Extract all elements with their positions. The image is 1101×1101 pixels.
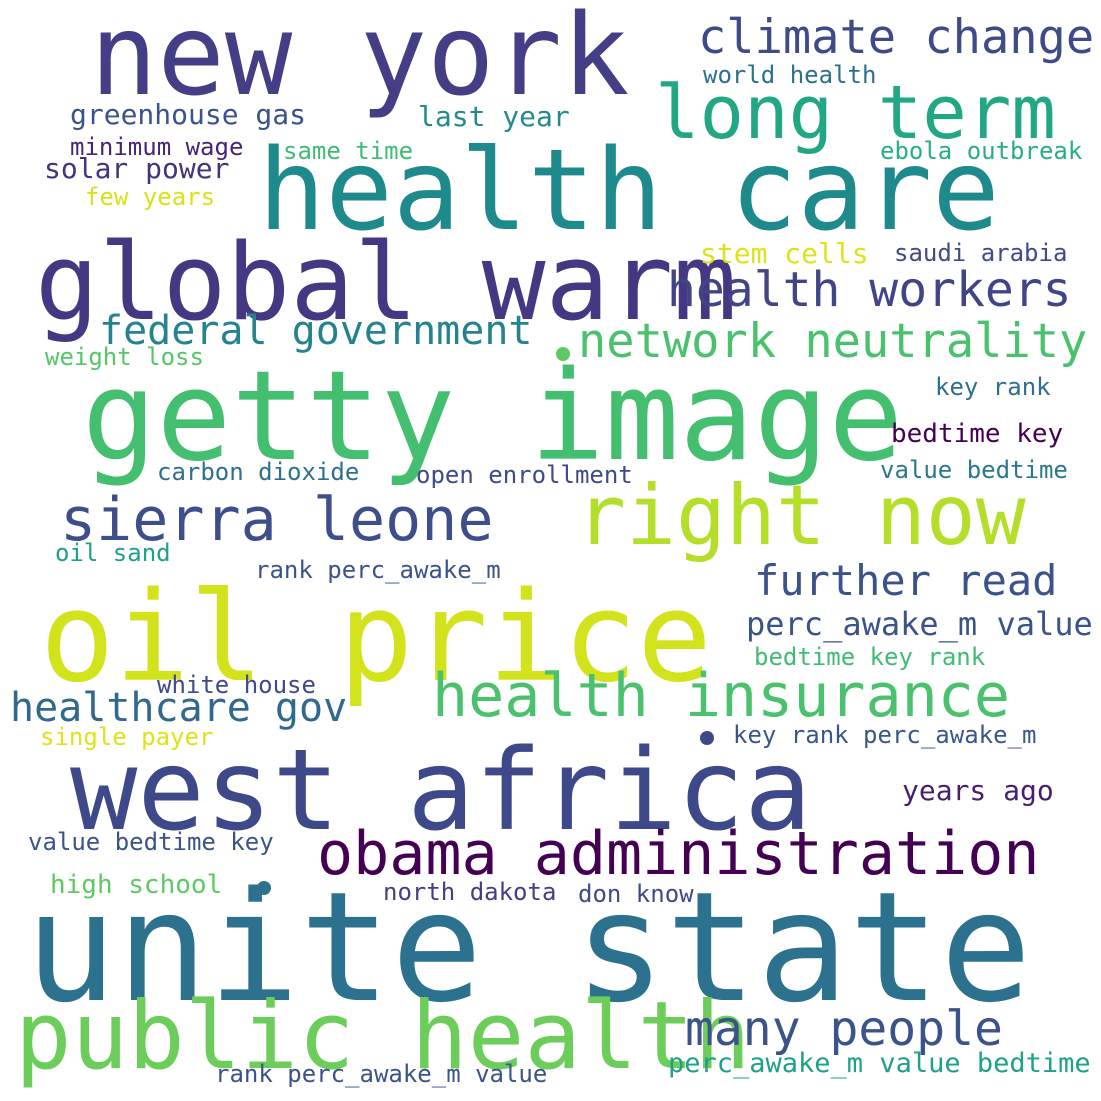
word-perc-awake-m-value-bedtime: perc_awake_m value bedtime [668,1048,1091,1079]
word-healthcare-gov: healthcare gov [10,685,348,731]
word-obama-administration: obama administration [317,819,1040,889]
word-health-care: health care [258,126,1000,256]
word-health-workers: health workers [667,262,1072,318]
word-climate-change: climate change [698,10,1095,65]
word-single-payer: single payer [40,723,214,751]
word-right-now: right now [576,467,1026,564]
word-solar-power: solar power [44,152,230,185]
word-further-read: further read [754,556,1058,605]
word-key-rank: key rank [935,373,1051,401]
word-same-time: same time [283,137,414,165]
word-last-year: last year [418,100,570,133]
word-sierra-leone: sierra leone [60,485,494,555]
word-value-bedtime-key: value bedtime key [28,828,274,856]
word-minimum-wage: minimum wage [70,133,244,161]
word-don-know: don know [578,880,694,908]
word-getty-image: getty image [82,345,904,489]
word-perc-awake-m-value: perc_awake_m value [746,605,1093,643]
word-stem-cells: stem cells [700,237,869,270]
word-greenhouse-gas: greenhouse gas [70,98,307,131]
word-saudi-arabia: saudi arabia [894,239,1068,267]
word-ebola-outbreak: ebola outbreak [880,137,1083,165]
word-few-years: few years [85,183,216,211]
word-new-york: new york [90,0,630,121]
word-oil-price: oil price [40,566,712,710]
word-bedtime-key-rank: bedtime key rank [754,643,986,671]
word-health-insurance: health insurance [432,661,1010,731]
word-bedtime-key: bedtime key [891,419,1064,449]
word-carbon-dioxide: carbon dioxide [157,458,360,486]
word-network-neutrality: network neutrality [578,314,1088,369]
word-west-africa: west africa [70,726,812,856]
word-federal-government: federal government [99,308,533,354]
word-world-health: world health [703,61,877,89]
word-value-bedtime: value bedtime [880,456,1068,484]
word-long-term: long term [655,70,1056,156]
word-unite-state: unite state [25,859,1032,1036]
word-white-house: white house [157,671,316,699]
word-open-enrollment: open enrollment [416,461,633,489]
cloud-dot [556,347,570,361]
word-key-rank-perc-awake-m: key rank perc_awake_m [733,721,1037,749]
word-high-school: high school [50,870,223,900]
word-rank-perc-awake-m-value: rank perc_awake_m value [215,1060,548,1088]
word-north-dakota: north dakota [383,878,557,906]
word-weight-loss: weight loss [45,343,204,371]
word-rank-perc-awake-m: rank perc_awake_m [255,556,501,584]
word-years-ago: years ago [902,774,1054,807]
word-oil-sand: oil sand [55,539,171,567]
word-global-warm: global warm [35,221,737,344]
word-public-health: public health [15,982,751,1091]
cloud-dot [257,881,271,895]
word-many-people: many people [685,1001,1003,1057]
cloud-dot [700,731,714,745]
